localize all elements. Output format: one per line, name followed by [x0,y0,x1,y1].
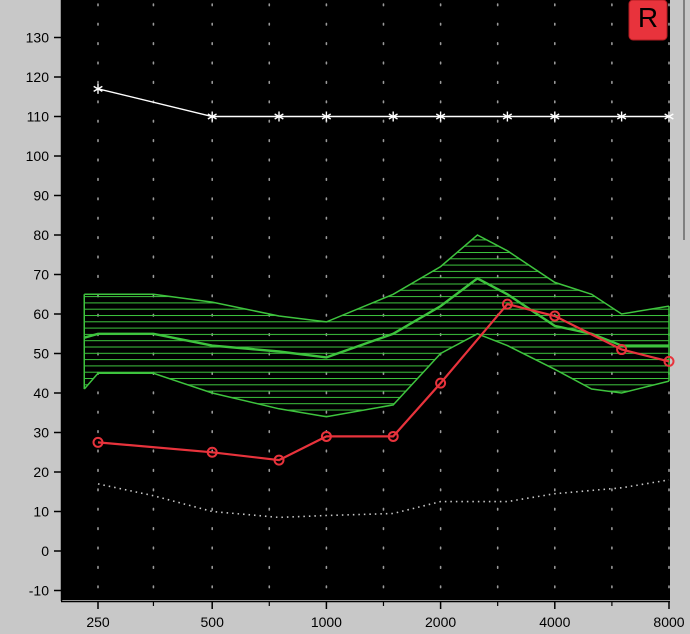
asterisk-stroke [664,113,674,120]
series-point-asterisk [388,111,398,122]
series-point-asterisk [93,83,103,94]
y-tick-label: 120 [26,69,50,85]
series-point-circle [273,454,285,466]
series-point-circle [616,344,628,356]
x-tick-label: 1000 [311,614,342,630]
series-point-asterisk [207,111,217,122]
target-band-hatch [84,235,670,417]
series-point-circle [663,355,675,367]
series-point-asterisk [502,111,513,122]
asterisk-stroke [435,113,446,120]
series-point-asterisk [550,111,560,122]
series-point-asterisk [616,111,627,122]
y-tick-label: 100 [26,148,50,164]
y-tick-label: 80 [33,227,49,243]
y-tick-label: 0 [41,543,49,559]
ear-badge-label: R [638,2,658,33]
series-point-circle [320,430,332,442]
y-tick-label: 50 [33,346,49,362]
series-point-asterisk [274,111,284,122]
series-line [97,302,670,462]
asterisk-stroke [274,113,284,120]
asterisk-stroke [321,113,332,120]
y-tick-label: 110 [27,109,50,125]
x-axis: 250 500 1000 2000 4000 8000 [86,601,685,630]
series-line [97,479,670,519]
y-tick-label: 10 [33,504,49,520]
series-point-circle [92,436,104,448]
target-band-lower [83,332,670,418]
asterisk-stroke [550,113,560,120]
y-tick-label: 60 [33,306,49,322]
y-tick-label: 130 [26,30,50,46]
ear-badge-box [628,0,668,41]
x-tick-label: 4000 [539,614,570,630]
series-point-circle [206,446,218,458]
y-tick-label: 90 [33,188,49,204]
y-tick-label: 30 [33,425,49,441]
asterisk-stroke [502,113,513,120]
series-point-circle [387,430,399,442]
x-tick-label: 8000 [653,614,684,630]
y-tick-label: 70 [33,267,49,283]
asterisk-stroke [207,113,217,120]
asterisk-stroke [93,85,103,92]
y-axis: -10 0 10 20 30 40 50 60 70 80 90 100 110 120 130 [26,30,62,599]
ear-badge: R [628,0,668,41]
series-layer [92,83,675,519]
series-point-asterisk [435,111,446,122]
asterisk-stroke [616,113,627,120]
series-point-asterisk [321,111,332,122]
x-tick-label: 250 [86,614,110,630]
asterisk-stroke [388,113,398,120]
grid-layer [97,3,670,599]
target-band-upper [84,234,670,323]
series-point-circle [501,298,513,310]
y-tick-label: 40 [33,385,49,401]
x-tick-label: 500 [201,614,225,630]
y-tick-label: 20 [33,464,49,480]
series-point-asterisk [664,111,674,122]
series-point-circle [549,310,561,322]
right-edge-strip [670,0,690,634]
y-tick-label: -10 [29,583,49,599]
series-point-circle [435,377,447,389]
x-tick-label: 2000 [425,614,456,630]
series-line [97,88,669,118]
